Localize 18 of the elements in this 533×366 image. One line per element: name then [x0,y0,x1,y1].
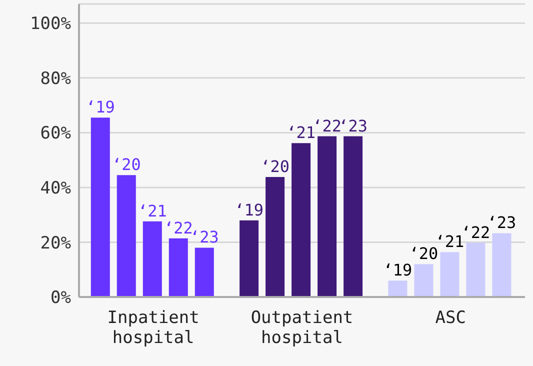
y-tick-label: 100% [30,14,71,34]
series-label: ‘22 [164,218,193,238]
text: ‘22 [461,222,490,242]
text: ‘19 [234,200,264,220]
series-label: ‘19 [86,98,115,117]
x-tick-label: Outpatient hospital [250,308,354,348]
y-tick-label: 40% [40,178,71,198]
y-tick-label: 80% [40,68,71,89]
text: ‘20 [260,157,290,176]
text: ‘19 [383,260,412,280]
y-tick-label: 60% [40,124,71,144]
series-label: ‘21 [138,201,167,220]
y-tick-label: 0% [50,288,71,308]
series-label: ‘20 [112,155,141,174]
x-tick-label: Inpatient hospital [107,308,200,348]
x-tick-label: ASC [435,308,466,328]
y-tick-label: 20% [40,233,71,254]
text: ‘20 [409,244,438,264]
